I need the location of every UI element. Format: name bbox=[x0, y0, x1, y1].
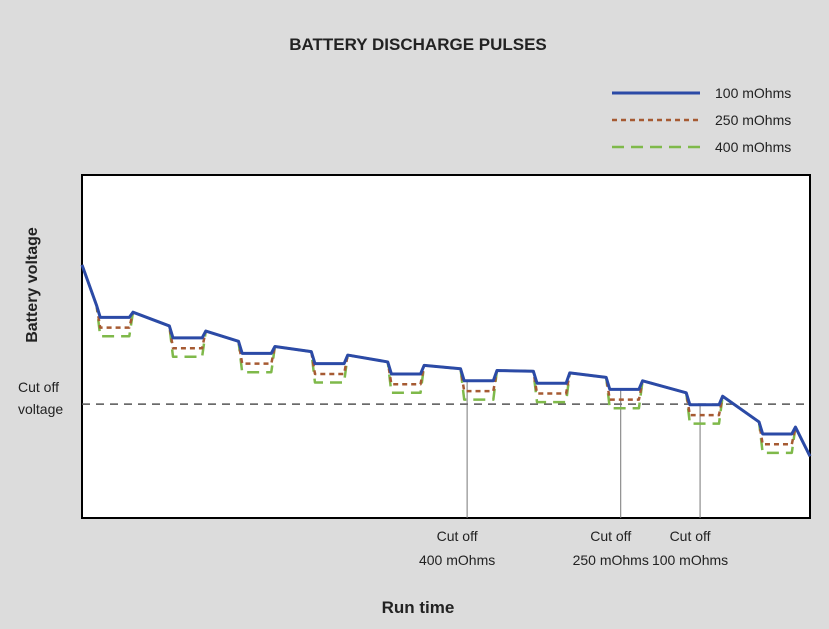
annotation-line: 250 mOhms bbox=[573, 552, 649, 568]
annotation-line: voltage bbox=[18, 401, 63, 417]
annotation: Cut off voltage bbox=[18, 379, 63, 417]
y-axis-label: Battery voltage bbox=[24, 227, 41, 343]
annotation-line: 100 mOhms bbox=[652, 552, 728, 568]
annotation: Cut off 100 mOhms bbox=[652, 528, 728, 568]
legend-label: 250 mOhms bbox=[715, 112, 791, 128]
series-line bbox=[80, 264, 812, 457]
annotation-line: Cut off bbox=[670, 528, 711, 544]
annotation-line: Cut off bbox=[18, 379, 59, 395]
annotation: Cut off 400 mOhms bbox=[419, 528, 495, 568]
chart-title: BATTERY DISCHARGE PULSES bbox=[289, 35, 547, 54]
legend-label: 100 mOhms bbox=[715, 85, 791, 101]
series-line bbox=[80, 264, 812, 457]
annotation-line: Cut off bbox=[590, 528, 631, 544]
annotation-line: 400 mOhms bbox=[419, 552, 495, 568]
annotation-line: Cut off bbox=[437, 528, 478, 544]
annotation: Cut off 250 mOhms bbox=[573, 528, 649, 568]
legend-label: 400 mOhms bbox=[715, 139, 791, 155]
x-axis-label: Run time bbox=[382, 598, 455, 617]
plot-area bbox=[81, 174, 811, 519]
